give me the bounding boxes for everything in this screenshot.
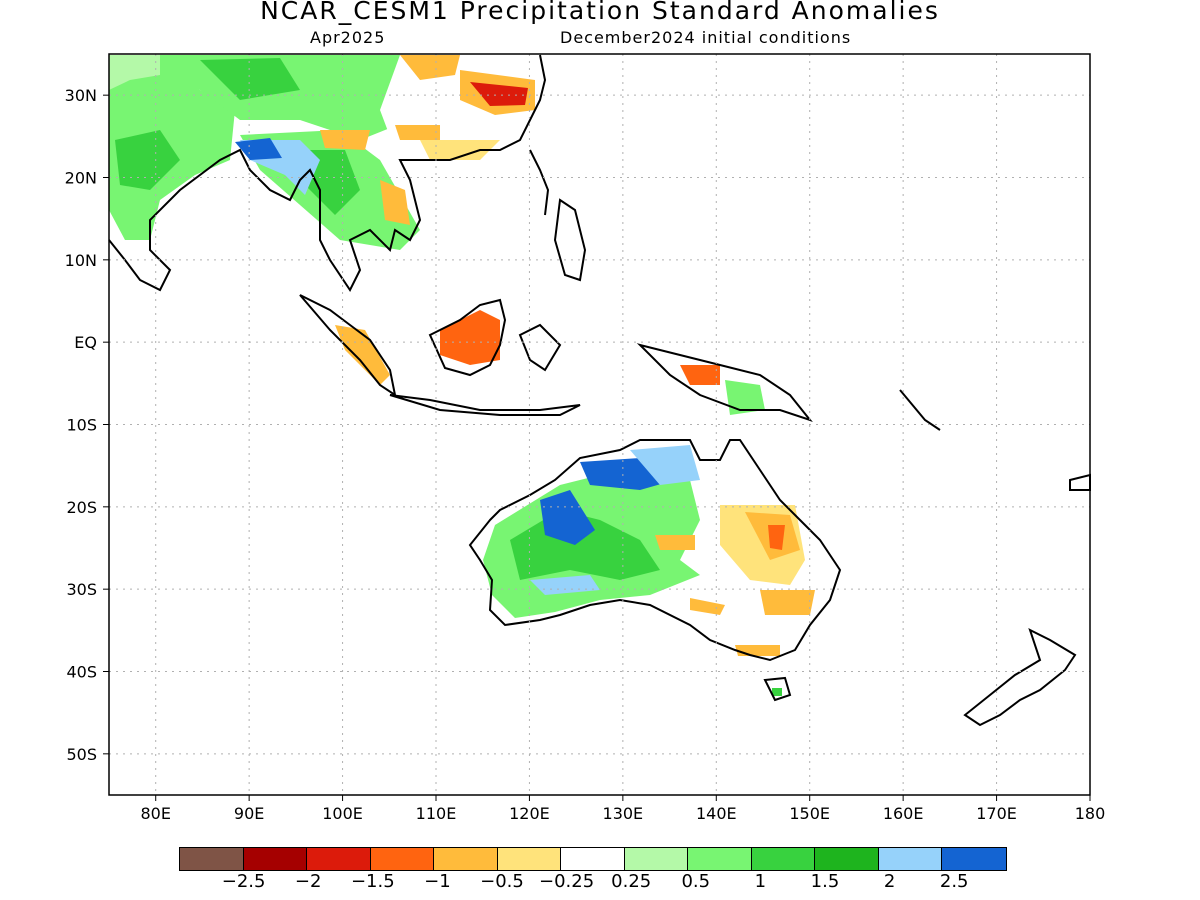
anomaly-fields: [109, 55, 840, 696]
lon-label: 90E: [234, 804, 264, 823]
coastline: [636, 343, 813, 423]
coastlines: [108, 54, 1091, 727]
anomaly-region: [335, 325, 390, 385]
colorbar-label: −1.5: [350, 871, 395, 892]
colorbar-label: −2: [294, 871, 322, 892]
lat-label: 40S: [66, 663, 97, 682]
colorbar-swatch: [370, 848, 434, 870]
lon-label: 110E: [416, 804, 457, 823]
coastline: [763, 676, 792, 702]
colorbar-label: −1: [424, 871, 451, 892]
coastline: [468, 439, 842, 662]
colorbar-label: 2: [883, 871, 896, 892]
lat-label: 10S: [66, 416, 97, 435]
colorbar-swatch: [434, 848, 498, 870]
coastline: [389, 394, 581, 416]
coastline: [108, 54, 547, 292]
anomaly-region: [470, 82, 528, 106]
lon-label: 170E: [976, 804, 1017, 823]
coastline: [553, 198, 587, 282]
coastline: [899, 389, 941, 431]
colorbar-swatch: [243, 848, 307, 870]
anomaly-region: [760, 590, 815, 615]
map-title: NCAR_CESM1 Precipitation Standard Anomal…: [260, 0, 940, 25]
lat-label: 50S: [66, 745, 97, 764]
coastline: [299, 294, 397, 398]
lat-label: 20S: [66, 498, 97, 517]
colorbar-swatch: [180, 848, 244, 870]
colorbar-swatch: [561, 848, 625, 870]
lon-label: 150E: [789, 804, 830, 823]
colorbar-label: −0.5: [480, 871, 524, 892]
graticule: [109, 54, 1090, 795]
lon-label: 160E: [883, 804, 924, 823]
lon-label: 140E: [696, 804, 737, 823]
colorbar-label: 0.5: [681, 871, 711, 892]
colorbar-label: 1.5: [810, 871, 840, 892]
coastline: [518, 323, 562, 372]
anomaly-region: [395, 125, 440, 140]
anomaly-region: [320, 130, 370, 150]
anomaly-region: [772, 688, 782, 696]
axis-labels: 30N 20N 10N EQ 10S 20S 30S 40S 50S 80E 90E 100E 110E…: [65, 86, 1106, 823]
coastline: [428, 298, 507, 377]
colorbar-swatch: [497, 848, 561, 870]
anomaly-region: [540, 490, 595, 545]
anomaly-region: [655, 535, 695, 550]
anomaly-region: [725, 380, 765, 415]
anomaly-region: [690, 598, 725, 615]
lat-label: 30N: [65, 86, 97, 105]
anomaly-region: [630, 445, 700, 485]
colorbar-swatch: [815, 848, 879, 870]
anomaly-region: [109, 55, 160, 90]
forecast-month: Apr2025: [310, 28, 386, 47]
anomaly-region: [400, 55, 460, 80]
anomaly-region: [200, 58, 300, 100]
anomaly-region: [115, 130, 180, 190]
anomaly-region: [420, 140, 500, 160]
colorbar-swatch: [942, 848, 1006, 870]
colorbar-label: −0.25: [539, 871, 595, 892]
colorbar-swatch: [878, 848, 942, 870]
colorbar-label: 0.25: [611, 871, 652, 892]
lon-label: 100E: [322, 804, 363, 823]
anomaly-region: [680, 365, 720, 385]
colorbar-label: −2.5: [221, 871, 266, 892]
anomaly-region: [735, 645, 780, 656]
anomaly-region: [235, 138, 282, 160]
lat-label: 10N: [65, 251, 97, 270]
colorbar-swatch: [688, 848, 752, 870]
colorbar-swatch: [751, 848, 815, 870]
lat-label: EQ: [74, 333, 97, 352]
coastline: [529, 149, 550, 216]
coastline: [1069, 473, 1091, 491]
colorbar: [179, 847, 1007, 871]
lat-label: 20N: [65, 169, 97, 188]
lat-label: 30S: [66, 580, 97, 599]
lon-label: 130E: [603, 804, 644, 823]
anomaly-region: [768, 525, 785, 550]
colorbar-label: 2.5: [939, 871, 969, 892]
lon-label: 120E: [509, 804, 550, 823]
anomaly-region: [530, 575, 600, 595]
initial-conditions: December2024 initial conditions: [560, 28, 852, 47]
colorbar-swatch: [624, 848, 688, 870]
lon-label: 180: [1075, 804, 1106, 823]
anomaly-region: [380, 180, 410, 225]
colorbar-label: 1: [754, 871, 767, 892]
lon-label: 80E: [140, 804, 170, 823]
anomaly-region: [440, 310, 500, 365]
coastline: [963, 628, 1077, 727]
colorbar-swatch: [307, 848, 371, 870]
